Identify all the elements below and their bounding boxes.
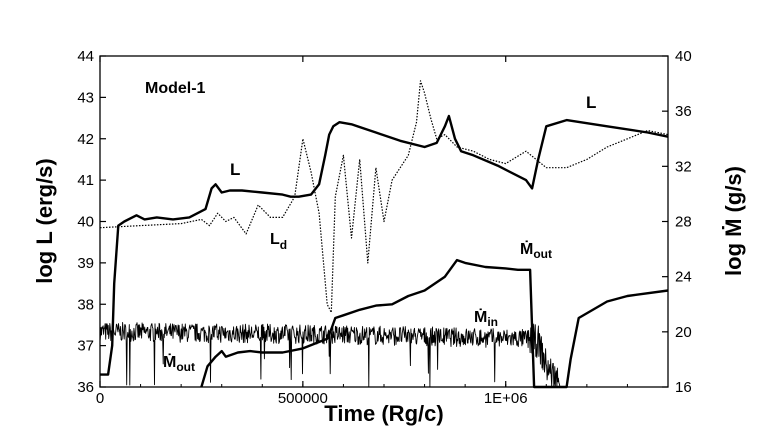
y-left-tick-label: 38 bbox=[77, 296, 94, 313]
y-axis-title-right: log Ṁ (g/s) bbox=[721, 166, 746, 276]
series-line-0 bbox=[100, 114, 669, 376]
model-label: Model-1 bbox=[145, 80, 206, 97]
label-Ld-base: L bbox=[270, 231, 280, 248]
y-right-tick-label: 20 bbox=[675, 324, 692, 341]
label-mdot-in-base: Ṁ bbox=[474, 308, 487, 326]
x-axis-title: Time (Rg/c) bbox=[324, 401, 443, 426]
y-right-tick-label: 40 bbox=[675, 48, 692, 65]
y-right-tick-label: 32 bbox=[675, 158, 692, 175]
label-mdot-in: Ṁin bbox=[474, 308, 498, 329]
y-left-tick-label: 41 bbox=[77, 172, 94, 189]
label-mdot-out-bottom-sub: out bbox=[176, 360, 195, 374]
y-right-tick-label: 24 bbox=[675, 269, 692, 286]
y-axis-title-left: log L (erg/s) bbox=[32, 158, 57, 284]
label-mdot-in-sub: in bbox=[487, 315, 498, 329]
y-left-tick-label: 36 bbox=[77, 379, 94, 396]
label-Ld-sub: d bbox=[280, 238, 287, 252]
series-line-3 bbox=[200, 258, 669, 389]
label-mdot-out-top-sub: out bbox=[533, 247, 552, 261]
label-Ld: Ld bbox=[270, 231, 287, 252]
y-right-tick-label: 28 bbox=[675, 214, 692, 231]
y-left-tick-label: 39 bbox=[77, 255, 94, 272]
label-L-right: L bbox=[586, 93, 596, 112]
label-mdot-out-bottom: Ṁout bbox=[163, 353, 195, 374]
y-left-tick-label: 37 bbox=[77, 338, 94, 355]
y-left-tick-label: 42 bbox=[77, 131, 94, 148]
series-layer bbox=[99, 80, 669, 389]
tick-labels: 0 500000 1E+06 36 37 38 39 40 41 42 43 44 16 20 24 28 32… bbox=[77, 48, 691, 407]
x-tick-label: 500000 bbox=[278, 390, 328, 407]
y-left-tick-label: 44 bbox=[77, 48, 94, 65]
label-L-main: L bbox=[230, 160, 240, 179]
label-mdot-out-top: Ṁout bbox=[520, 240, 552, 261]
x-tick-label: 1E+06 bbox=[484, 390, 528, 407]
y-right-tick-label: 16 bbox=[675, 379, 692, 396]
label-mdot-out-bottom-base: Ṁ bbox=[163, 353, 176, 371]
x-tick-label: 0 bbox=[96, 390, 104, 407]
label-mdot-out-top-base: Ṁ bbox=[520, 240, 533, 258]
y-right-tick-label: 36 bbox=[675, 103, 692, 120]
ticks bbox=[99, 55, 668, 388]
y-left-tick-label: 40 bbox=[77, 214, 94, 231]
series-line-1 bbox=[99, 80, 669, 314]
y-left-tick-label: 43 bbox=[77, 89, 94, 106]
